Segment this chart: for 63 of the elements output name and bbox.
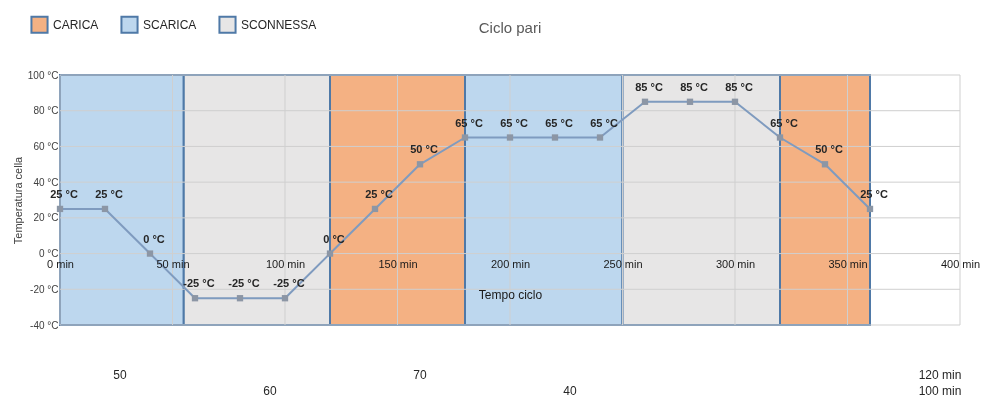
y-tick-label: 60 °C [33,140,59,152]
point [551,134,559,141]
y-tick-label: 20 °C [33,212,59,224]
data-label: 0 °C [323,232,345,245]
x-tick-label: 50 min [156,258,190,271]
point [281,295,289,302]
data-label: -25 °C [273,277,305,290]
data-label: 25 °C [50,187,78,200]
data-label: -25 °C [228,277,260,290]
point [506,134,514,141]
text: 40 [563,384,577,398]
data-label: 85 °C [680,80,708,93]
legend-label: SCARICA [143,17,197,32]
text: 70 [413,368,427,382]
data-label: 65 °C [500,116,528,129]
x-tick-label: 100 min [265,258,306,271]
point [236,295,244,302]
point [596,134,604,141]
y-tick-label: 0 °C [38,248,59,260]
point [686,98,694,105]
x-tick-label: 350 min [828,258,868,271]
x-tick-label: 200 min [490,258,531,271]
legend-label: CARICA [53,17,99,32]
text: 50 [113,368,127,382]
point [326,250,334,257]
chart-title: Ciclo pari [478,19,542,36]
point [776,134,784,141]
x-tick-label: 0 min [47,258,74,271]
legend-label: SCONNESSA [241,17,317,32]
data-label: 65 °C [545,116,573,129]
data-label: 50 °C [815,143,843,156]
y-tick-label: 40 °C [33,176,59,188]
data-label: 85 °C [725,80,753,93]
data-label: 25 °C [95,187,123,200]
point [821,161,829,168]
x-tick-label: 150 min [378,258,418,271]
y-tick-label: -40 °C [30,319,59,331]
x-tick-label: 300 min [715,258,756,271]
point [101,205,109,213]
y-axis-title: Temperatura cella [11,155,24,245]
point [56,205,64,213]
point [146,250,154,257]
point [731,98,739,105]
point [416,161,424,168]
x-tick-label: 250 min [603,258,643,271]
point [191,295,199,302]
point [641,98,649,105]
point [866,205,874,213]
x-tick-label: 400 min [940,258,981,271]
y-tick-label: 80 °C [33,105,59,117]
text: 100 min [918,384,962,398]
y-tick-label: 100 °C [27,69,59,81]
x-axis-title: Tempo ciclo [478,288,543,303]
data-label: -25 °C [183,277,215,290]
point [371,205,379,213]
data-label: 0 °C [143,232,165,245]
text: 60 [263,384,277,398]
point [461,134,469,141]
y-tick-label: -20 °C [30,283,59,295]
data-label: 65 °C [590,116,618,129]
data-label: 85 °C [635,80,663,93]
data-label: 50 °C [410,143,438,156]
text: 120 min [918,368,962,382]
